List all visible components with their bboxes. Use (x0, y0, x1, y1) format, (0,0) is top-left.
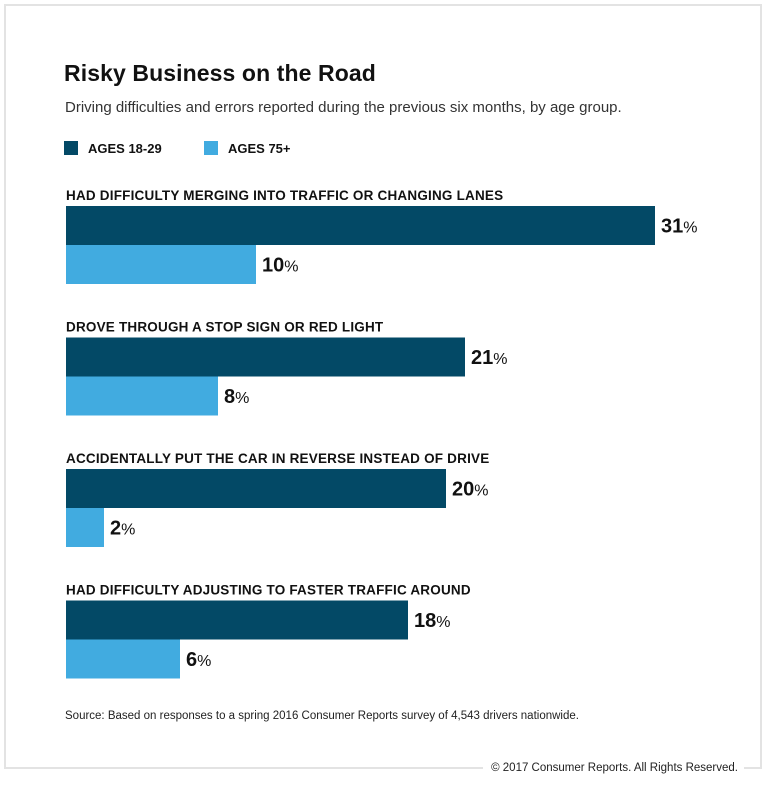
bar-ages-75-plus (66, 245, 256, 284)
legend-swatch-18-29 (64, 141, 78, 155)
legend-label-75-plus: AGES 75+ (228, 140, 291, 156)
data-label: 31% (661, 216, 697, 238)
category-label: HAD DIFFICULTY ADJUSTING TO FASTER TRAFF… (66, 583, 471, 598)
copyright-notice: © 2017 Consumer Reports. All Rights Rese… (483, 762, 744, 774)
bar-ages-75-plus (66, 376, 218, 416)
bar-ages-18-29 (66, 600, 408, 640)
bar-ages-18-29 (66, 337, 465, 377)
data-label: 2% (110, 518, 135, 540)
source-note: Source: Based on responses to a spring 2… (65, 710, 579, 722)
bar-ages-18-29 (66, 469, 446, 508)
data-label: 10% (262, 255, 298, 277)
chart-title: Risky Business on the Road (64, 60, 376, 86)
data-label: 6% (186, 649, 211, 671)
category-label: ACCIDENTALLY PUT THE CAR IN REVERSE INST… (66, 451, 489, 466)
legend-item-75-plus: AGES 75+ (204, 139, 291, 157)
category-label: HAD DIFFICULTY MERGING INTO TRAFFIC OR C… (66, 188, 503, 203)
legend-label-18-29: AGES 18-29 (88, 140, 162, 156)
data-label: 20% (452, 479, 488, 501)
data-label: 18% (414, 610, 450, 632)
bar-ages-75-plus (66, 639, 180, 679)
bar-ages-18-29 (66, 206, 655, 245)
bar-ages-75-plus (66, 508, 104, 547)
chart-frame (4, 4, 762, 769)
chart-subtitle: Driving difficulties and errors reported… (65, 99, 622, 116)
data-label: 8% (224, 386, 249, 408)
legend-swatch-75-plus (204, 141, 218, 155)
legend-item-18-29: AGES 18-29 (64, 139, 162, 157)
data-label: 21% (471, 347, 507, 369)
category-label: DROVE THROUGH A STOP SIGN OR RED LIGHT (66, 320, 384, 335)
